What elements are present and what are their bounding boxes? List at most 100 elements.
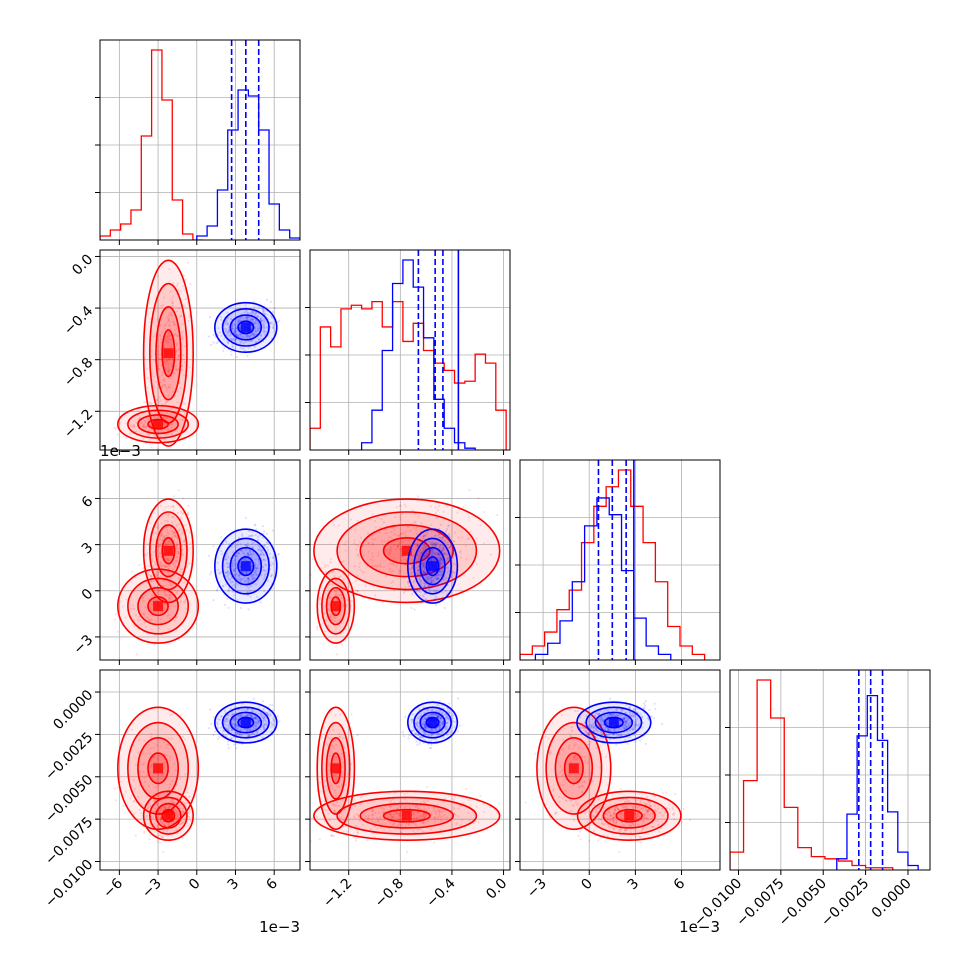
sample-point — [456, 697, 460, 700]
sample-point — [249, 311, 252, 315]
sample-point — [347, 574, 350, 577]
sample-point — [425, 545, 428, 548]
sample-point — [159, 834, 162, 837]
sample-point — [174, 810, 177, 814]
sample-point — [177, 547, 180, 550]
panel-0-0 — [95, 39, 301, 245]
sample-point — [342, 578, 345, 581]
sample-point — [163, 519, 166, 523]
sample-point — [373, 519, 377, 523]
sample-point — [164, 526, 167, 529]
sample-point — [253, 561, 257, 565]
sample-point — [157, 811, 160, 814]
sample-point — [436, 576, 439, 579]
sample-point — [421, 537, 424, 540]
sample-point — [448, 524, 451, 527]
sample-point — [149, 805, 152, 808]
sample-point — [232, 594, 236, 597]
sample-point — [167, 334, 170, 337]
sample-point — [361, 545, 364, 548]
sample-point — [165, 401, 169, 404]
sample-point — [181, 807, 184, 810]
sample-point — [680, 821, 683, 824]
sample-point — [410, 572, 413, 575]
sample-point — [410, 563, 413, 566]
sample-point — [427, 577, 430, 580]
sample-point — [442, 510, 445, 513]
sample-point — [233, 567, 237, 570]
sample-point — [221, 584, 225, 588]
sample-point — [163, 361, 166, 364]
sample-point — [163, 579, 166, 582]
sample-point — [416, 573, 420, 576]
sample-point — [167, 559, 171, 562]
sample-point — [233, 340, 236, 343]
sample-point — [452, 540, 456, 543]
sample-point — [179, 516, 183, 519]
sample-point — [398, 573, 401, 576]
sample-point — [430, 557, 434, 560]
sample-point — [166, 557, 170, 560]
sample-point — [225, 327, 228, 331]
sample-point — [150, 446, 153, 449]
sample-point — [320, 566, 323, 570]
sample-point — [431, 545, 434, 548]
sample-point — [229, 317, 232, 320]
sample-point — [169, 386, 172, 389]
sample-point — [421, 572, 425, 575]
sample-point — [174, 534, 177, 537]
sample-point — [341, 605, 345, 608]
sample-point — [244, 557, 247, 560]
sample-point — [158, 589, 161, 592]
panel-1-1 — [305, 249, 511, 455]
sample-point — [124, 790, 127, 793]
sample-point — [156, 840, 159, 843]
sample-point — [425, 575, 428, 578]
sample-point — [170, 426, 173, 429]
sample-point — [419, 594, 422, 597]
sample-point — [161, 303, 165, 306]
sample-point — [329, 834, 333, 837]
sample-point — [398, 570, 401, 573]
sample-point — [479, 524, 482, 527]
sample-point — [439, 554, 442, 557]
sample-point — [418, 742, 421, 746]
sample-point — [353, 565, 357, 568]
sample-point — [152, 746, 155, 749]
sample-point — [393, 529, 396, 532]
sample-point — [169, 324, 172, 327]
sample-point — [262, 558, 265, 561]
sample-point — [417, 590, 420, 593]
sample-point — [328, 596, 331, 599]
sample-point — [448, 534, 451, 537]
sample-point — [399, 548, 402, 551]
sample-point — [416, 543, 419, 546]
sample-point — [434, 603, 437, 607]
sample-point — [421, 562, 424, 565]
sample-point — [236, 543, 240, 546]
sample-point — [236, 599, 239, 602]
sample-point — [155, 803, 158, 806]
sample-point — [165, 593, 169, 597]
sample-point — [153, 807, 156, 810]
sample-point — [160, 575, 163, 578]
sample-point — [338, 551, 341, 554]
sample-point — [180, 822, 183, 825]
sample-point — [150, 763, 153, 767]
plot-area — [310, 670, 510, 870]
sample-point — [150, 594, 154, 597]
sample-point — [181, 337, 184, 340]
sample-point — [239, 606, 243, 610]
sample-point — [356, 519, 359, 522]
sample-point — [251, 312, 254, 316]
sample-point — [432, 558, 436, 561]
sample-point — [212, 733, 215, 737]
sample-point — [269, 300, 273, 304]
sample-point — [176, 814, 179, 817]
sample-point — [452, 556, 455, 559]
sample-point — [177, 813, 181, 816]
sample-point — [233, 323, 237, 326]
sample-point — [167, 358, 170, 362]
sample-point — [172, 563, 175, 566]
sample-point — [251, 574, 254, 577]
